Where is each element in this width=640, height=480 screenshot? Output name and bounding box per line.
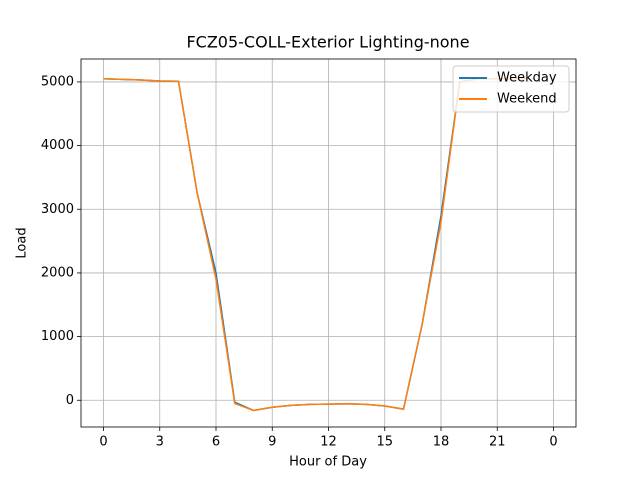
chart-title: FCZ05-COLL-Exterior Lighting-none [186,33,469,52]
x-tick-label: 18 [433,435,450,450]
y-tick-label: 1000 [41,329,74,344]
y-tick-label: 4000 [41,138,74,153]
x-tick-label: 0 [99,435,107,450]
x-tick-label: 6 [212,435,220,450]
x-axis-label: Hour of Day [289,455,367,470]
x-tick-label: 3 [156,435,164,450]
plot-frame [80,58,577,428]
legend-label: Weekday [497,71,557,86]
legend-label: Weekend [497,92,557,107]
y-tick-label: 2000 [41,265,74,280]
y-tick-label: 3000 [41,202,74,217]
x-tick-label: 9 [268,435,276,450]
x-tick-label: 12 [320,435,337,450]
x-tick-label: 15 [376,435,393,450]
x-tick-label: 0 [549,435,557,450]
y-axis-label: Load [15,227,30,258]
y-tick-label: 0 [66,393,74,408]
x-tick-label: 21 [489,435,506,450]
y-tick-label: 5000 [41,74,74,89]
